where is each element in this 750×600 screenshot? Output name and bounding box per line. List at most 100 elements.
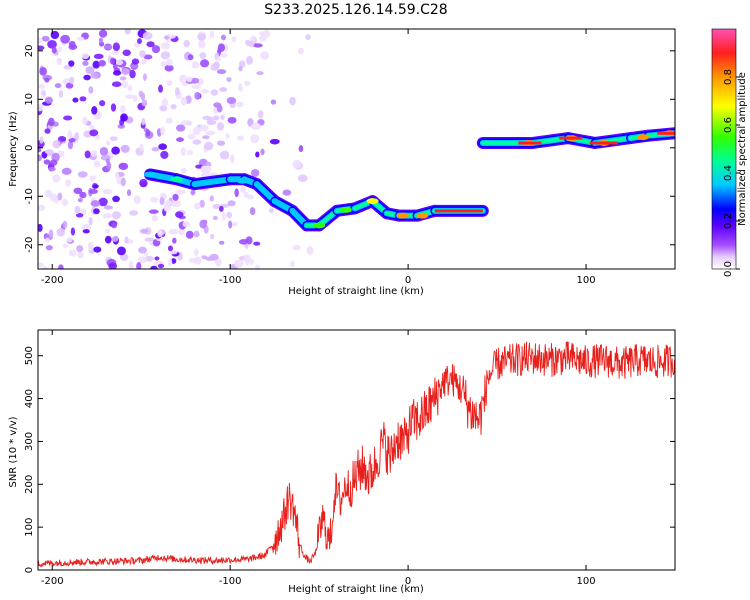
spectrogram-noise-blob [236, 101, 244, 108]
colorbar-ticks: 0.0 0.2 0.4 0.6 0.8 [723, 69, 740, 277]
spectrogram-xtick-label: -100 [219, 275, 242, 286]
figure-title: S233.2025.126.14.59.C28 [264, 2, 447, 18]
spectrogram-noise-blob [84, 150, 91, 159]
spectrogram-noise-blob [140, 181, 147, 188]
spectrogram-noise-blob [225, 133, 230, 139]
spectrogram-noise-blob [191, 77, 200, 84]
spectrogram-noise-blob [210, 233, 215, 240]
snr-xlabel: Height of straight line (km) [288, 584, 424, 595]
spectrogram-noise-blob [250, 134, 260, 144]
spectrogram-noise-blob [146, 41, 155, 48]
spectrogram-noise-blob [187, 149, 193, 156]
spectrogram-noise-blob [164, 64, 174, 72]
spectrogram-noise-blob [231, 221, 238, 227]
spectrogram-noise-blob [74, 205, 81, 214]
spectrogram-noise-blob [89, 125, 95, 130]
spectrogram-noise-blob [226, 97, 237, 105]
spectrogram-noise-blob [217, 140, 226, 146]
spectrogram-noise-blob [183, 40, 190, 48]
spectrogram-noise-blob [175, 211, 184, 218]
spectrogram-noise-blob [110, 103, 117, 112]
spectrogram-noise-blob [126, 189, 132, 197]
spectrogram-noise-blob [56, 227, 66, 237]
spectrogram-noise-blob [142, 73, 147, 81]
spectrogram-noise-blob [143, 54, 153, 60]
spectrogram-noise-blob [255, 151, 260, 158]
spectrogram-noise-blob [57, 46, 62, 52]
spectrogram-noise-blob [120, 177, 126, 187]
spectrogram-noise-blob [90, 72, 99, 79]
spectrogram-noise-blob [88, 216, 93, 226]
spectrogram-noise-blob [160, 60, 168, 67]
spectrogram-noise-blob [51, 152, 60, 162]
spectrogram-noise-blob [110, 57, 116, 65]
spectrogram-noise-blob [298, 144, 304, 153]
spectrogram-noise-blob [61, 198, 69, 207]
spectrogram-noise-blob [138, 246, 147, 254]
spectrogram-hotspot [396, 212, 409, 219]
spectrogram-noise-blob [69, 76, 75, 84]
snr-xtick-label: -200 [41, 576, 64, 587]
spectrogram-noise-blob [245, 55, 253, 65]
spectrogram-ytick-label: 10 [24, 93, 35, 106]
spectrogram-noise-blob [194, 91, 201, 100]
spectrogram-noise-blob [111, 222, 117, 229]
snr-ylabel: SNR (10 * v/v) [8, 416, 19, 487]
spectrogram-noise-blob [220, 34, 227, 41]
snr-ytick-label: 500 [24, 346, 35, 365]
spectrogram-noise-blob [88, 189, 98, 194]
spectrogram-noise-blob [62, 243, 69, 249]
spectrogram-noise-blob [67, 140, 74, 150]
spectrogram-noise-blob [95, 134, 100, 140]
spectrogram-noise-blob [226, 76, 232, 83]
spectrogram-noise-blob [227, 200, 236, 207]
spectrogram-noise-blob [56, 59, 62, 65]
spectrogram-noise-blob [39, 136, 44, 144]
spectrogram-noise-blob [141, 99, 148, 107]
spectrogram-noise-blob [238, 83, 243, 92]
spectrogram-noise-blob [137, 256, 148, 264]
spectrogram-noise-blob [98, 197, 108, 207]
spectrogram-noise-blob [121, 80, 128, 89]
spectrogram-noise-blob [142, 31, 153, 40]
snr-series-line [38, 341, 675, 568]
spectrogram-noise-blob [260, 148, 265, 155]
spectrogram-noise-blob [185, 230, 194, 239]
spectrogram-noise-blob [127, 84, 133, 92]
spectrogram-noise-blob [252, 43, 263, 48]
spectrogram-noise-blob [203, 141, 214, 151]
snr-ytick-label: 0 [24, 567, 35, 573]
spectrogram-noise-blob [200, 59, 210, 68]
spectrogram-noise-blob [166, 59, 173, 66]
spectrogram-noise-blob [188, 257, 195, 263]
spectrogram-noise-blob [82, 116, 88, 125]
spectrogram-noise-blob [131, 58, 140, 65]
spectrogram-noise-blob [200, 165, 207, 173]
spectrogram-noise-blob [106, 161, 112, 171]
spectrogram-noise-blob [205, 130, 216, 136]
spectrogram-noise-blob [180, 120, 191, 126]
spectrogram-noise-blob [151, 214, 159, 222]
spectrogram-noise-blob [202, 115, 211, 121]
spectrogram-noise-blob [150, 196, 159, 203]
spectrogram-hotspot [236, 177, 249, 184]
spectrogram-noise-blob [70, 227, 76, 236]
spectrogram-noise-blob [102, 188, 113, 195]
spectrogram-noise-blob [79, 191, 87, 199]
spectrogram-noise-blob [76, 244, 84, 253]
spectrogram-noise-blob [199, 52, 207, 60]
spectrogram-noise-blob [93, 208, 100, 215]
spectrogram-noise-blob [251, 122, 261, 130]
spectrogram-noise-blob [99, 146, 109, 156]
spectrogram-noise-blob [255, 264, 261, 269]
spectrogram-noise-blob [158, 143, 168, 150]
colorbar: 0.0 0.2 0.4 0.6 0.8 Normalized spectral ampl… [711, 28, 748, 277]
spectrogram-noise-blob [238, 65, 243, 72]
spectrogram-noise-blob [104, 235, 112, 244]
spectrogram-noise-blob [47, 39, 57, 49]
snr-ytick-label: 300 [24, 432, 35, 451]
spectrogram-noise-blob [269, 138, 280, 145]
colorbar-tick-label: 0.4 [723, 165, 734, 181]
colorbar-tick-label: 0.6 [723, 117, 734, 133]
